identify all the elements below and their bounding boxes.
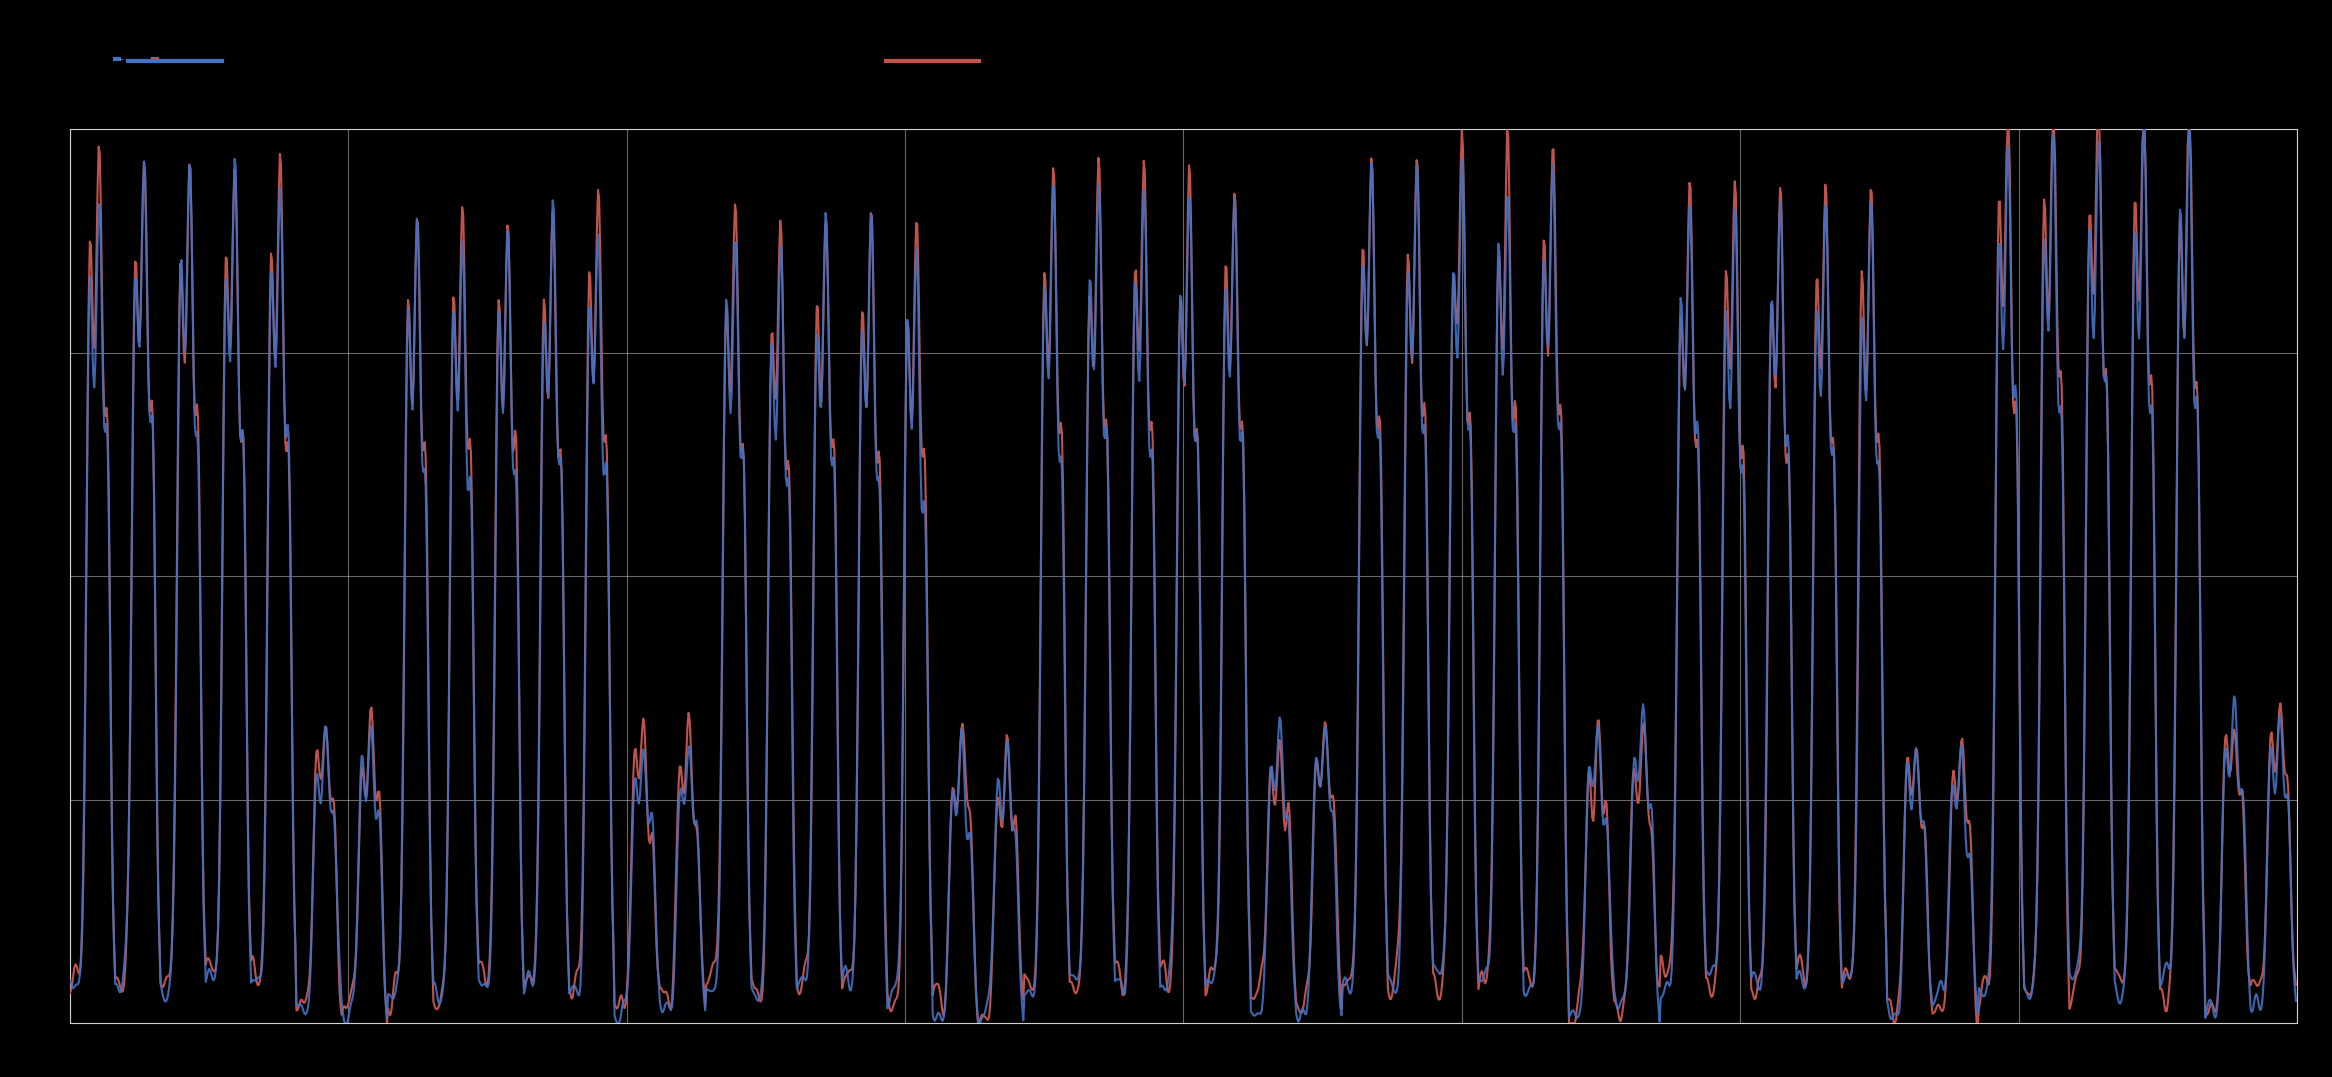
Legend: Actual, Predicted: Actual, Predicted xyxy=(114,58,166,59)
